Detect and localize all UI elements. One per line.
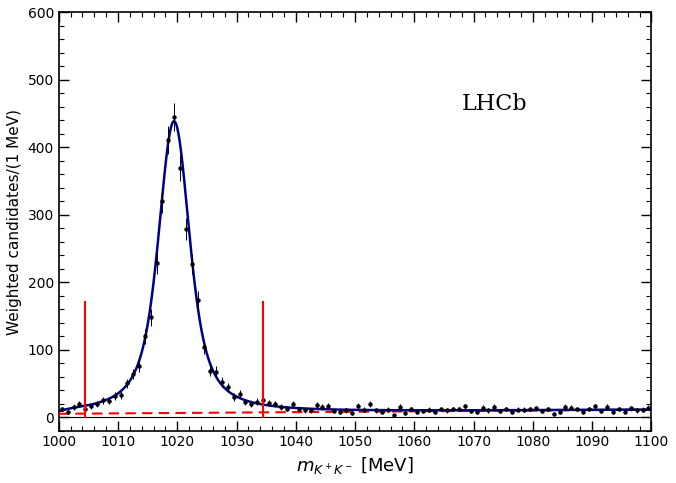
Y-axis label: Weighted candidates/(1 MeV): Weighted candidates/(1 MeV) — [7, 109, 22, 335]
Text: LHCb: LHCb — [462, 93, 527, 115]
X-axis label: $m_{K^+K^-}$ [MeV]: $m_{K^+K^-}$ [MeV] — [296, 455, 414, 476]
